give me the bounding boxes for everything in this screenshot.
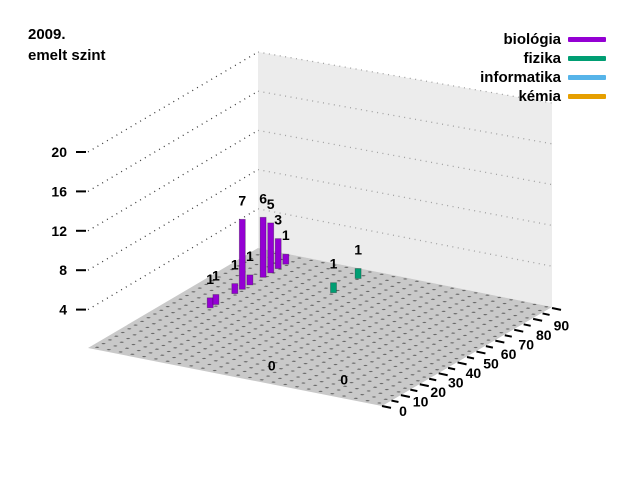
legend-item-fizika: fizika bbox=[480, 49, 606, 68]
grid-line-z-12-front bbox=[87, 129, 259, 232]
x-tick-90 bbox=[551, 307, 562, 311]
chart-title-line2: emelt szint bbox=[28, 47, 106, 64]
bar-value-label-biológia-x44: 1 bbox=[206, 271, 214, 287]
bar-value-label-fizika-x71: 1 bbox=[330, 256, 338, 272]
legend-label-fizika: fizika bbox=[523, 50, 561, 67]
grid-line-z-20-front bbox=[87, 51, 259, 153]
legend-swatch-biologia bbox=[568, 37, 606, 42]
x-tick-label-0: 0 bbox=[399, 403, 407, 419]
x-tick-65 bbox=[504, 334, 513, 338]
x-tick-label-50: 50 bbox=[483, 356, 499, 372]
legend-swatch-kemia bbox=[568, 94, 606, 99]
bar-value-label-biológia-x65: 1 bbox=[246, 248, 254, 264]
grid-line-z-8-wall bbox=[257, 168, 553, 227]
z-tick-label-20: 20 bbox=[51, 144, 67, 160]
bar-value-label-biológia-x84: 1 bbox=[282, 227, 290, 243]
back-wall bbox=[258, 52, 552, 307]
bar-fizika-x84 bbox=[354, 268, 362, 279]
chart-title: 2009. emelt szint bbox=[28, 24, 106, 66]
grid-line-z-16-front bbox=[87, 90, 259, 192]
x-tick-label-10: 10 bbox=[413, 394, 429, 410]
z-tick-label-16: 16 bbox=[51, 183, 67, 199]
z-tick-label-12: 12 bbox=[51, 223, 67, 239]
z-tick-label-8: 8 bbox=[59, 262, 67, 278]
x-tick-80 bbox=[532, 317, 543, 322]
bar-biológia-x44 bbox=[206, 297, 214, 309]
bar-biológia-x84 bbox=[282, 253, 290, 265]
x-tick-0 bbox=[381, 405, 392, 409]
x-tick-label-60: 60 bbox=[501, 346, 517, 362]
x-tick-60 bbox=[495, 339, 505, 344]
x-tick-5 bbox=[391, 399, 399, 404]
bar-biológia-x80 bbox=[274, 238, 282, 270]
bar-fizika-x71 bbox=[330, 282, 337, 294]
bar-value-label-biológia-x72: 6 bbox=[259, 190, 267, 206]
legend-swatch-fizika bbox=[568, 56, 606, 61]
x-tick-70 bbox=[514, 328, 524, 333]
x-tick-85 bbox=[542, 312, 550, 316]
x-tick-40 bbox=[457, 361, 467, 366]
bar-value-label-kémia-x0: 0 bbox=[340, 372, 348, 388]
legend-item-biologia: biológia bbox=[480, 30, 606, 49]
bar-biológia-x76 bbox=[267, 222, 275, 274]
grid-line-z-16-wall bbox=[257, 90, 553, 145]
bar-biológia-x72 bbox=[259, 216, 267, 278]
legend-item-informatika: informatika bbox=[480, 68, 606, 87]
legend-label-biologia: biológia bbox=[503, 31, 562, 48]
x-tick-50 bbox=[476, 350, 486, 355]
x-tick-label-20: 20 bbox=[430, 384, 446, 400]
x-tick-35 bbox=[447, 366, 456, 371]
grid-line-z-8-front bbox=[87, 169, 259, 271]
bar-biológia-x65 bbox=[246, 274, 254, 286]
legend-item-kemia: kémia bbox=[480, 87, 606, 106]
grid-line-z-4-wall bbox=[257, 208, 553, 267]
bar-value-label-biológia-x47: 1 bbox=[212, 268, 220, 284]
x-tick-10 bbox=[400, 394, 411, 398]
bar-value-label-biológia-x57: 1 bbox=[231, 257, 239, 273]
legend: biológia fizika informatika kémia bbox=[480, 30, 606, 106]
x-tick-30 bbox=[438, 372, 448, 377]
z-tick-label-4: 4 bbox=[59, 302, 67, 318]
chart-title-line1: 2009. bbox=[28, 26, 66, 43]
grid-line-z-20-wall bbox=[257, 51, 553, 104]
legend-label-informatika: informatika bbox=[480, 69, 561, 86]
x-tick-20 bbox=[419, 383, 429, 388]
bar-biológia-x61 bbox=[238, 218, 246, 290]
x-tick-label-80: 80 bbox=[536, 327, 552, 343]
x-tick-75 bbox=[523, 323, 531, 327]
x-tick-label-30: 30 bbox=[448, 375, 464, 391]
bar-value-label-informatika-x0: 0 bbox=[268, 357, 276, 373]
bar-biológia-x57 bbox=[231, 283, 239, 295]
legend-swatch-informatika bbox=[568, 75, 606, 80]
bar-value-label-biológia-x76: 5 bbox=[267, 196, 275, 212]
x-tick-label-70: 70 bbox=[518, 337, 534, 353]
bar-value-label-biológia-x61: 7 bbox=[238, 192, 246, 208]
x-tick-label-90: 90 bbox=[554, 318, 570, 334]
x-tick-label-40: 40 bbox=[466, 365, 482, 381]
x-tick-45 bbox=[466, 356, 475, 360]
x-tick-55 bbox=[485, 345, 494, 349]
bar-biológia-x47 bbox=[212, 294, 220, 305]
bar-value-label-fizika-x84: 1 bbox=[354, 242, 362, 258]
bar-value-label-biológia-x80: 3 bbox=[274, 212, 282, 228]
legend-label-kemia: kémia bbox=[518, 88, 561, 105]
x-tick-15 bbox=[410, 388, 418, 393]
grid-line-z-12-wall bbox=[257, 129, 553, 186]
x-tick-25 bbox=[429, 377, 437, 382]
